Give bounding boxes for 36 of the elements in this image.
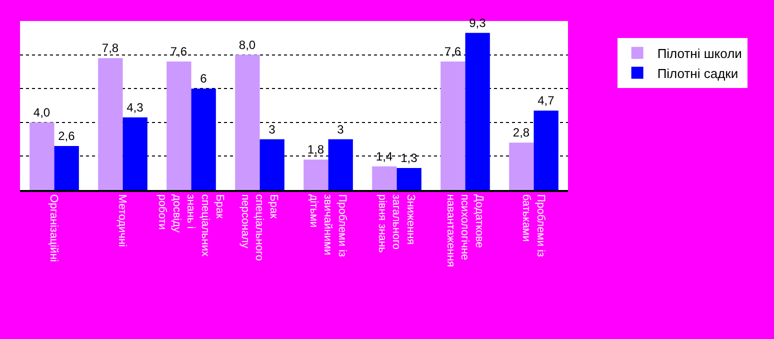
bar [304,160,328,190]
data-label: 1,3 [400,151,418,166]
data-label: 1,8 [307,142,324,157]
bar [98,58,123,190]
bar [235,54,260,190]
bar [30,122,54,190]
legend-label: Пілотні садки [657,66,738,81]
bar [440,62,466,190]
bar [191,88,216,190]
bar [260,139,284,190]
bar [372,166,397,190]
bar [328,139,353,190]
bar [509,142,534,190]
data-label: 7,8 [102,41,119,56]
bar [534,110,558,190]
data-label: 4,0 [33,105,50,120]
legend-label: Пілотні школи [657,46,742,61]
data-label: 6 [200,72,208,86]
bar [54,146,79,190]
data-label: 4,7 [538,94,555,108]
data-label: 4,3 [126,100,144,114]
x-tick-label: Організаційні [48,194,60,262]
x-tick-label: Брак спеціальних знань і досвіду роботи [156,194,226,258]
data-label: 2,6 [58,129,76,144]
x-tick-label: Проблеми із звичайними дітьми [307,194,348,257]
x-tick-label: Методичні [116,194,128,247]
data-label: 1,4 [376,149,393,164]
data-label: 8,0 [238,38,256,52]
bar [396,168,422,190]
x-tick-label: Проблеми із батьками [520,194,546,257]
bar [122,117,148,190]
data-label: 3 [337,122,344,136]
bar [465,32,490,190]
bar [166,62,192,190]
data-label: 2,8 [512,126,530,140]
data-label: 3 [268,122,276,136]
